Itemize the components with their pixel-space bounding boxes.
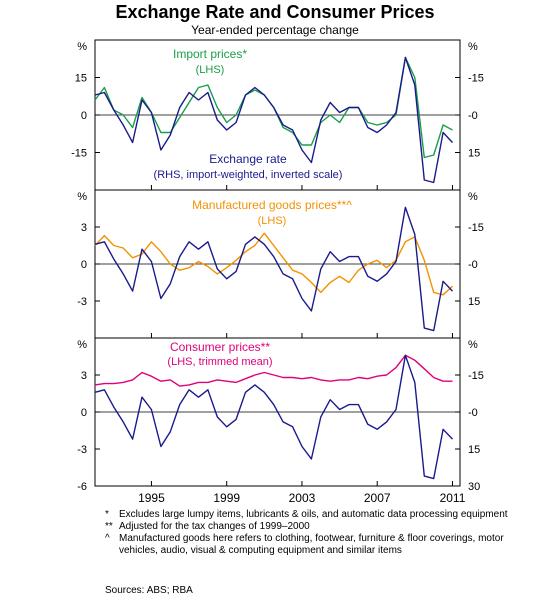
footnote-text: Manufactured goods here refers to clothi…	[119, 533, 504, 556]
right-tick-label: -0	[468, 110, 478, 122]
right-tick-label: -15	[468, 73, 484, 85]
right-unit-label: %	[468, 339, 478, 351]
series-line	[94, 354, 453, 387]
footnote-text: Excludes large lumpy items, lubricants &…	[119, 509, 508, 520]
x-tick-label: 2011	[440, 491, 466, 505]
series-axis-label: (RHS, import-weighted, inverted scale)	[154, 169, 343, 181]
right-tick-label: -0	[468, 259, 478, 271]
footnote: * Excludes large lumpy items, lubricants…	[105, 509, 535, 521]
left-tick-label: 0	[81, 259, 87, 271]
left-unit-label: %	[77, 41, 87, 53]
left-tick-label: -3	[77, 296, 87, 308]
series-name-label: Manufactured goods prices**^	[192, 198, 352, 212]
right-tick-label: -15	[468, 222, 484, 234]
right-tick-label: 30	[468, 481, 480, 493]
footnotes: * Excludes large lumpy items, lubricants…	[105, 509, 535, 557]
series-axis-label: (LHS)	[258, 215, 287, 227]
left-tick-label: -6	[77, 481, 87, 493]
left-tick-label: -15	[71, 148, 87, 160]
chart-subtitle: Year-ended percentage change	[191, 23, 359, 37]
x-tick-label: 2007	[364, 491, 391, 505]
left-unit-label: %	[77, 191, 87, 203]
series-name-label: Exchange rate	[209, 152, 287, 166]
right-tick-label: -0	[468, 407, 478, 419]
left-tick-label: -3	[77, 444, 87, 456]
right-tick-label: 15	[468, 296, 480, 308]
left-tick-label: 15	[75, 73, 87, 85]
left-unit-label: %	[77, 339, 87, 351]
series-line	[94, 354, 454, 480]
left-tick-label: 3	[81, 370, 87, 382]
right-tick-label: -15	[468, 370, 484, 382]
series-name-label: Import prices*	[173, 47, 247, 61]
x-tick-label: 2003	[289, 491, 316, 505]
left-tick-label: 0	[81, 407, 87, 419]
left-tick-label: 0	[81, 110, 87, 122]
footnote: ** Adjusted for the tax changes of 1999–…	[105, 521, 535, 533]
footnote: ^ Manufactured goods here refers to clot…	[105, 533, 535, 557]
footnote-marker: *	[105, 509, 109, 520]
sources: Sources: ABS; RBA	[105, 585, 193, 596]
series-axis-label: (LHS)	[196, 64, 225, 76]
right-tick-label: 15	[468, 444, 480, 456]
footnote-text: Adjusted for the tax changes of 1999–200…	[119, 521, 310, 532]
x-tick-label: 1999	[213, 491, 240, 505]
series-axis-label: (LHS, trimmed mean)	[167, 356, 272, 368]
chart-title: Exchange Rate and Consumer Prices	[115, 2, 435, 22]
footnote-marker: **	[105, 521, 113, 532]
right-unit-label: %	[468, 191, 478, 203]
left-tick-label: 3	[81, 222, 87, 234]
footnote-marker: ^	[105, 533, 110, 544]
series-line	[94, 232, 453, 296]
chart-canvas: % % 15 0 -15 -15 -0 15 Import prices* (LHS) Exchan…	[71, 39, 484, 505]
series-line	[94, 56, 454, 184]
series-line	[94, 206, 454, 332]
right-tick-label: 15	[468, 148, 480, 160]
series-name-label: Consumer prices**	[170, 340, 270, 354]
right-unit-label: %	[468, 41, 478, 53]
x-tick-label: 1995	[138, 491, 165, 505]
